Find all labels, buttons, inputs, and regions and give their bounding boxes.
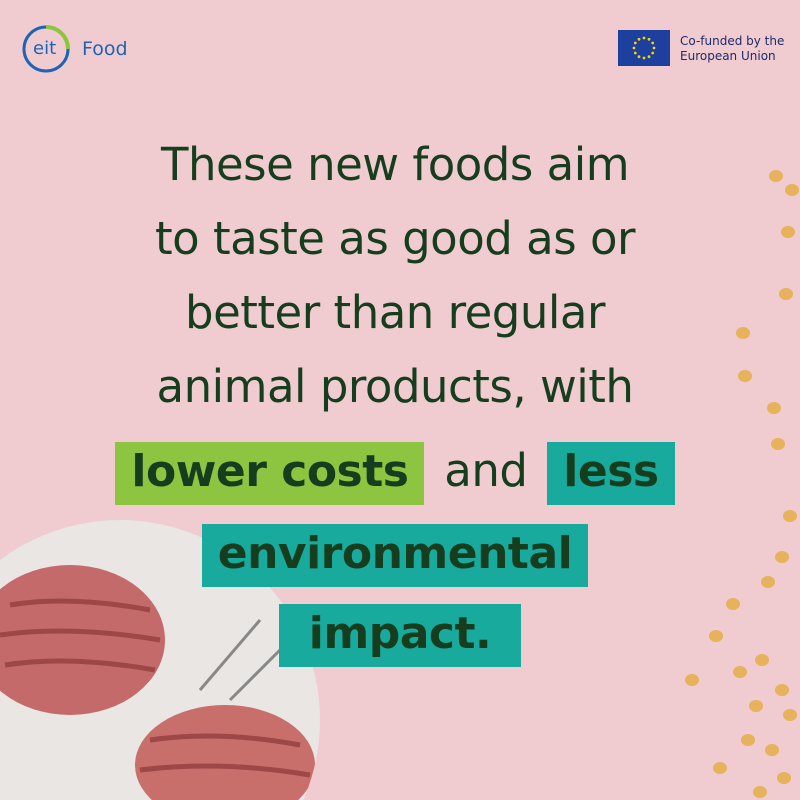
logo-name: Food xyxy=(82,38,128,60)
highlight-row: environmental xyxy=(0,524,790,587)
body-line: animal products, with xyxy=(156,360,634,413)
highlight-teal: less xyxy=(547,442,675,505)
joiner: and xyxy=(444,444,528,497)
body-line: to taste as good as or xyxy=(155,212,635,265)
eu-flag xyxy=(618,30,670,66)
eu-line: European Union xyxy=(680,49,776,63)
highlight-row: impact. xyxy=(5,604,795,667)
eu-badge-text: Co-funded by the European Union xyxy=(680,34,784,64)
highlight-teal: environmental xyxy=(201,524,589,587)
highlight-teal: impact. xyxy=(278,604,522,667)
body-line: These new foods aim xyxy=(160,138,630,191)
seeds xyxy=(685,170,799,798)
logo-mark: eit xyxy=(33,38,57,59)
highlight-green: lower costs xyxy=(115,442,425,505)
eu-line: Co-funded by the xyxy=(680,34,785,48)
logo-arc xyxy=(45,25,70,50)
body-line: better than regular xyxy=(185,286,605,339)
eu-stars xyxy=(632,36,656,60)
highlight-row: lower costs and less xyxy=(0,442,790,505)
